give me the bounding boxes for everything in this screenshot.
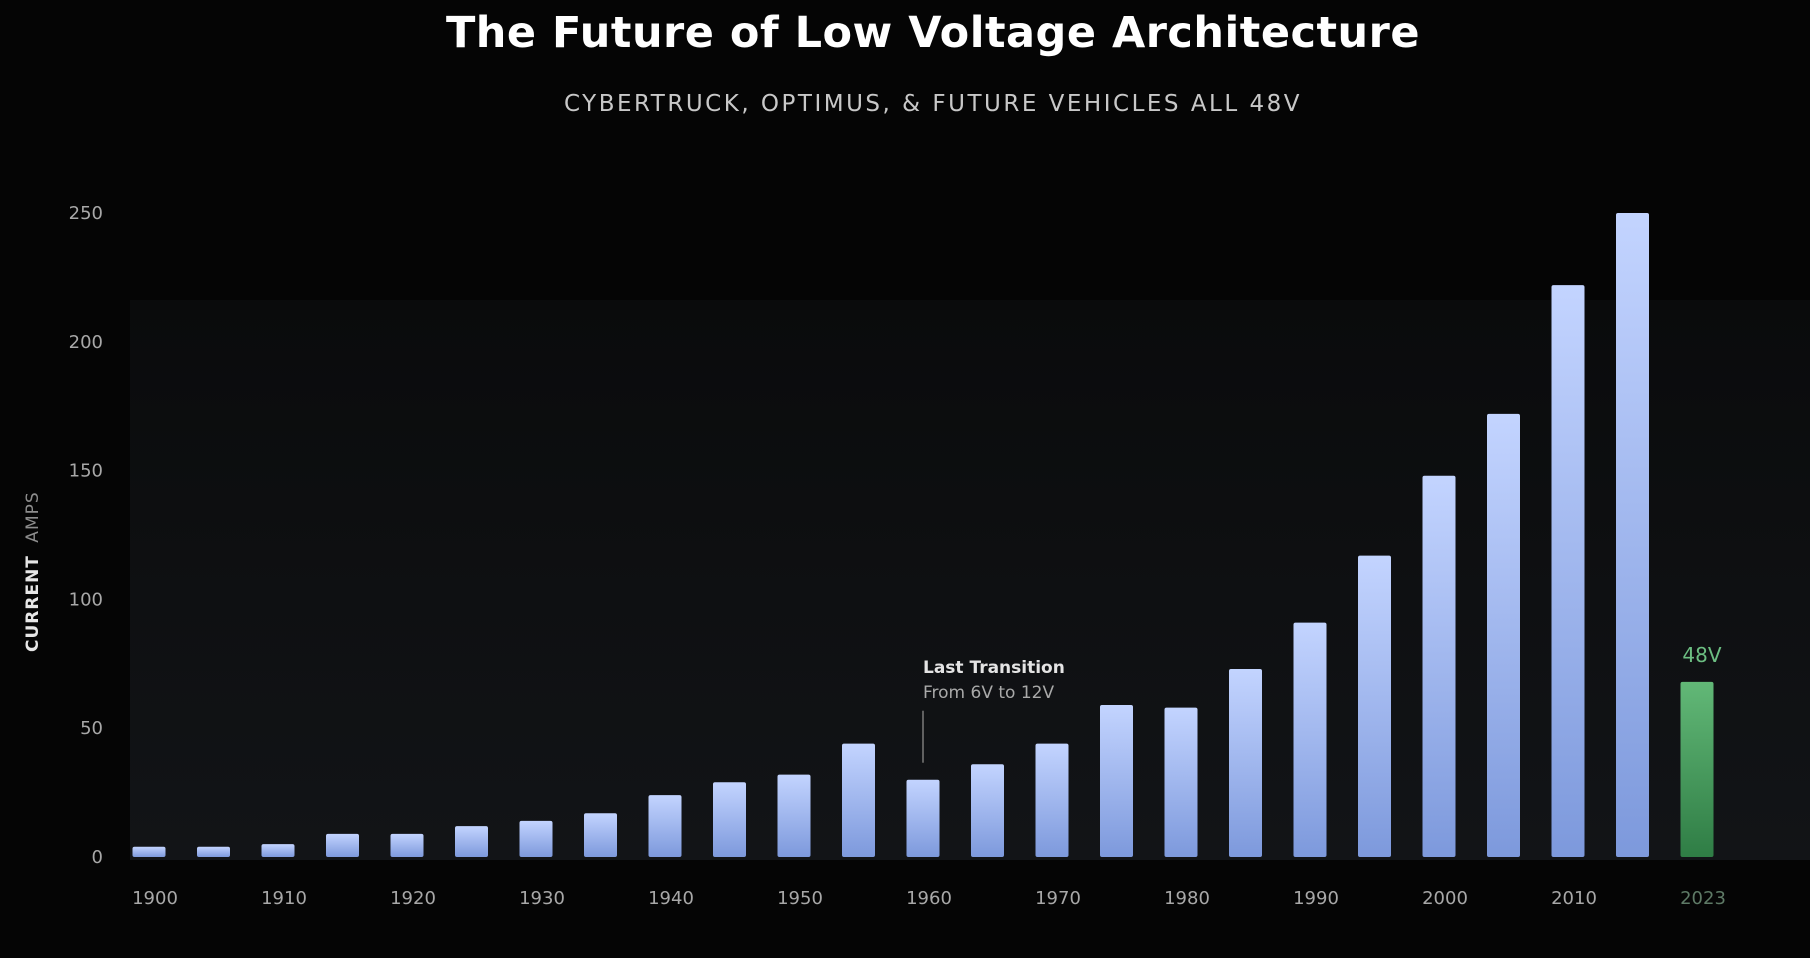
bar: [777, 774, 811, 857]
annotations-group: Last Transition From 6V to 12V: [922, 658, 1065, 763]
x-axis: 1900 1910 1920 1930 1940 1950 1960 1970 1980 1990…: [132, 888, 1726, 909]
x-tick-label: 1950: [777, 888, 823, 909]
y-axis-label: CURRENT AMPS: [23, 491, 43, 652]
bar: [261, 844, 295, 857]
bar: [713, 782, 746, 857]
y-tick-label: 250: [69, 203, 103, 224]
x-tick-label: 2000: [1422, 888, 1468, 909]
y-axis: 0 50 100 150 200 250: [69, 203, 103, 868]
x-tick-label: 1930: [519, 888, 565, 909]
plot-background: [130, 300, 1810, 860]
y-axis-label-strong: CURRENT: [23, 555, 43, 652]
x-tick-label: 2023: [1680, 888, 1726, 909]
x-tick-label: 1940: [648, 888, 694, 909]
bars-group: 48V: [132, 213, 1722, 857]
x-tick-label: 1980: [1164, 888, 1210, 909]
bar: [1229, 668, 1262, 857]
bar: [906, 779, 940, 857]
bar: [1100, 705, 1133, 857]
x-tick-label: 1970: [1035, 888, 1081, 909]
bar: [584, 813, 617, 857]
bar: [326, 833, 359, 857]
bar: [1293, 622, 1327, 857]
y-axis-label-light: AMPS: [23, 491, 43, 542]
bar: [132, 846, 166, 857]
x-tick-label: 1900: [132, 888, 178, 909]
bar: [197, 846, 230, 857]
highlight-bar-label: 48V: [1682, 643, 1721, 667]
chart-subtitle: CYBERTRUCK, OPTIMUS, & FUTURE VEHICLES A…: [563, 91, 1302, 117]
bar: [390, 833, 424, 857]
bar: [971, 764, 1004, 857]
y-tick-label: 100: [69, 589, 103, 610]
x-tick-label: 1920: [390, 888, 436, 909]
bar: [648, 795, 682, 857]
x-tick-label: 1960: [906, 888, 952, 909]
bar: [1616, 213, 1649, 857]
bar: [1358, 555, 1391, 857]
bar: [1551, 285, 1585, 857]
bar: [1487, 413, 1520, 857]
x-tick-label: 1910: [261, 888, 307, 909]
y-tick-label: 0: [92, 847, 103, 868]
bar: [455, 826, 488, 857]
bar: [1422, 475, 1456, 857]
bar: [842, 743, 875, 857]
bar-highlight: [1680, 681, 1714, 857]
bar: [519, 820, 553, 857]
annotation-title: Last Transition: [923, 658, 1065, 678]
bar: [1164, 707, 1198, 857]
y-tick-label: 150: [69, 461, 103, 482]
bar: [1035, 743, 1069, 857]
x-tick-label: 2010: [1551, 888, 1597, 909]
y-tick-label: 200: [69, 332, 103, 353]
annotation-text: From 6V to 12V: [923, 683, 1054, 703]
y-tick-label: 50: [80, 718, 103, 739]
x-tick-label: 1990: [1293, 888, 1339, 909]
chart-title: The Future of Low Voltage Architecture: [445, 8, 1421, 58]
